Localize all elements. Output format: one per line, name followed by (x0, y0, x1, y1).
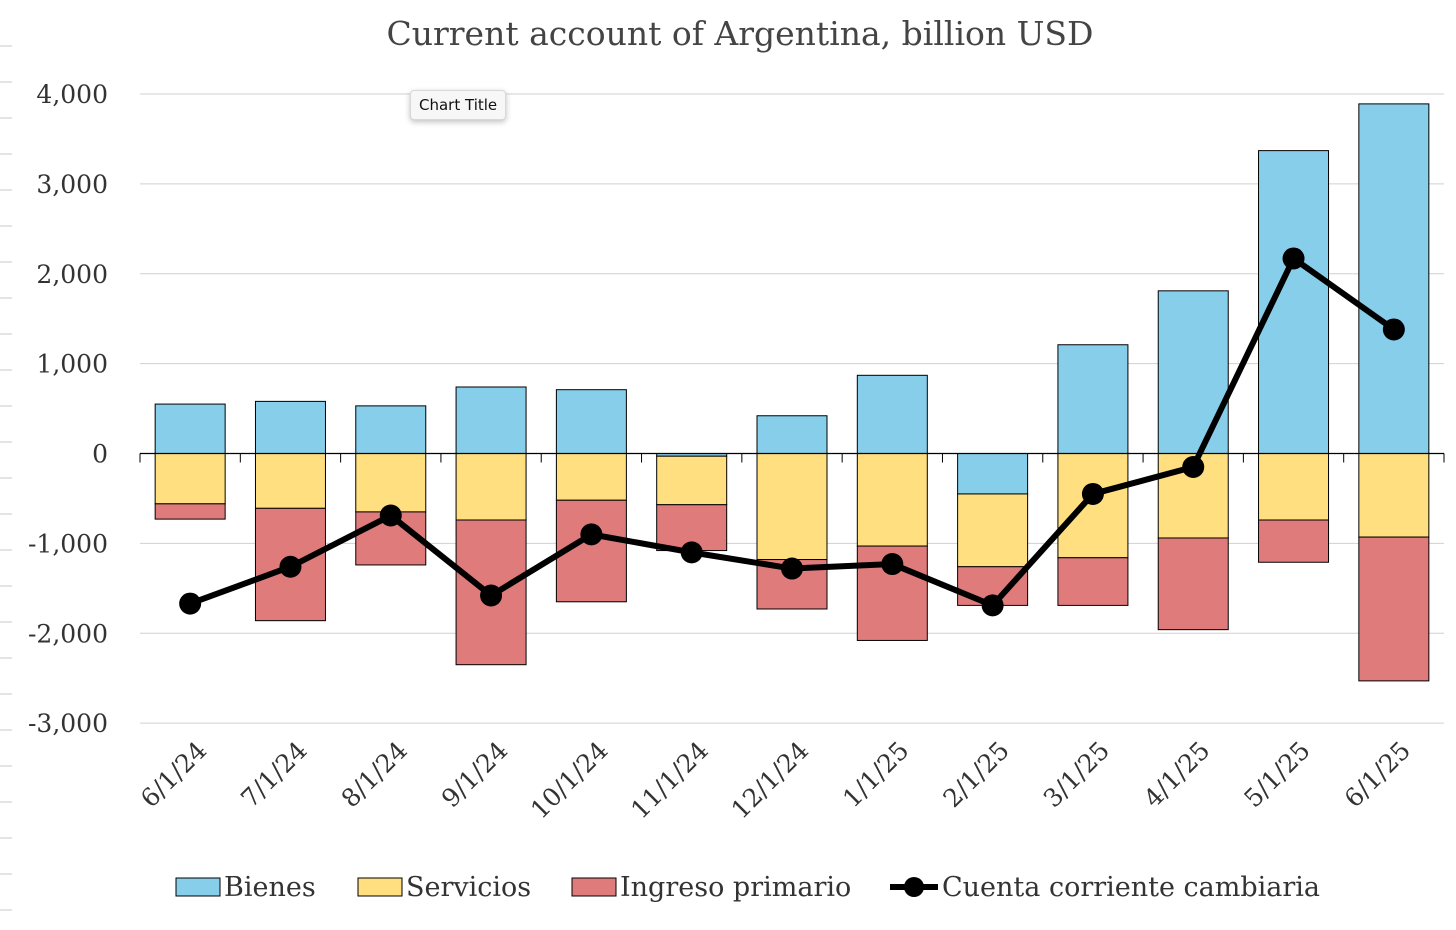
current-account-line (179, 247, 1405, 617)
bars (154, 103, 1430, 682)
line-marker (1081, 482, 1104, 505)
y-tick-label: -3,000 (28, 709, 108, 738)
bar-bienes (1157, 290, 1229, 455)
line-marker (981, 594, 1004, 617)
x-tick-label: 3/1/25 (1038, 736, 1115, 813)
x-tick-label: 6/1/24 (135, 736, 212, 813)
bar-servicios (154, 453, 226, 505)
y-axis-labels: -3,000 -2,000 -1,000 0 1,000 2,000 3,000 4,000 (28, 80, 108, 738)
bar-servicios (455, 453, 527, 521)
y-tick-label: -2,000 (28, 619, 108, 648)
x-tick-label: 7/1/24 (235, 736, 312, 813)
line-marker (1182, 455, 1205, 478)
line-marker (1282, 247, 1305, 270)
line-marker (379, 504, 402, 527)
x-axis-labels: 6/1/24 7/1/24 8/1/24 9/1/24 10/1/24 11/1/24 12… (135, 736, 1416, 825)
x-tick-label: 9/1/24 (436, 736, 513, 813)
bar-ingreso-primario (1258, 519, 1330, 563)
y-tick-label: 2,000 (36, 260, 108, 289)
bar-ingreso-primario (1157, 537, 1229, 631)
line-marker (680, 541, 703, 564)
bar-servicios (856, 453, 928, 547)
legend-label: Servicios (406, 872, 531, 903)
legend-label: Cuenta corriente cambiaria (942, 872, 1320, 903)
x-tick-label: 4/1/25 (1138, 736, 1215, 813)
line-marker (781, 557, 803, 580)
line-marker (881, 553, 904, 576)
x-tick-label: 6/1/25 (1339, 736, 1416, 813)
bar-ingreso-primario (1358, 536, 1430, 682)
line-marker (1382, 318, 1405, 341)
bar-ingreso-primario (154, 503, 226, 520)
x-tick-label: 12/1/24 (726, 736, 815, 825)
bar-servicios (1258, 453, 1330, 521)
bar-bienes (455, 386, 527, 454)
x-tick-label: 10/1/24 (525, 736, 614, 825)
y-tick-label: 4,000 (36, 80, 108, 109)
x-tick-label: 2/1/25 (937, 736, 1014, 813)
gridlines (140, 93, 1444, 724)
x-tick-label: 5/1/25 (1238, 736, 1315, 813)
line-marker (580, 523, 603, 546)
y-tick-label: 0 (92, 440, 108, 469)
y-tick-label: 3,000 (36, 170, 108, 199)
bar-servicios (1057, 453, 1129, 559)
y-tick-label: 1,000 (36, 350, 108, 379)
bar-servicios (957, 493, 1029, 568)
legend-label: Bienes (224, 872, 316, 903)
bar-servicios (656, 455, 728, 506)
legend: Bienes Servicios Ingreso primario Cuenta co… (175, 872, 1320, 903)
bar-bienes (254, 400, 326, 454)
x-tick-label: 8/1/24 (336, 736, 413, 813)
bar-bienes (555, 389, 627, 454)
line-marker (179, 592, 202, 615)
chart-title-tooltip: Chart Title (410, 90, 507, 120)
chart-title: Current account of Argentina, billion US… (387, 14, 1094, 53)
bar-bienes (1057, 344, 1129, 454)
bar-servicios (1358, 453, 1430, 538)
line-marker (279, 555, 302, 578)
bar-bienes (957, 453, 1029, 495)
bar-servicios (555, 453, 627, 501)
legend-label: Ingreso primario (620, 872, 851, 903)
x-tick-label: 1/1/25 (837, 736, 914, 813)
bar-bienes (1358, 103, 1430, 454)
legend-swatch (571, 877, 617, 897)
line-marker (480, 584, 503, 607)
bar-bienes (154, 403, 226, 455)
y-tick-label: -1,000 (28, 529, 108, 558)
bar-bienes (355, 405, 427, 454)
legend-swatch (357, 877, 403, 897)
x-tick-label: 11/1/24 (625, 736, 714, 825)
bar-servicios (756, 453, 828, 561)
x-axis (139, 452, 1445, 463)
bar-bienes (756, 415, 828, 455)
legend-swatch (175, 877, 221, 897)
bar-bienes (856, 374, 928, 454)
left-edge-ticks (0, 45, 12, 911)
bar-servicios (355, 453, 427, 513)
bar-servicios (254, 453, 326, 509)
bar-ingreso-primario (1057, 557, 1129, 606)
legend-marker (904, 877, 924, 897)
bar-bienes (1258, 150, 1330, 454)
